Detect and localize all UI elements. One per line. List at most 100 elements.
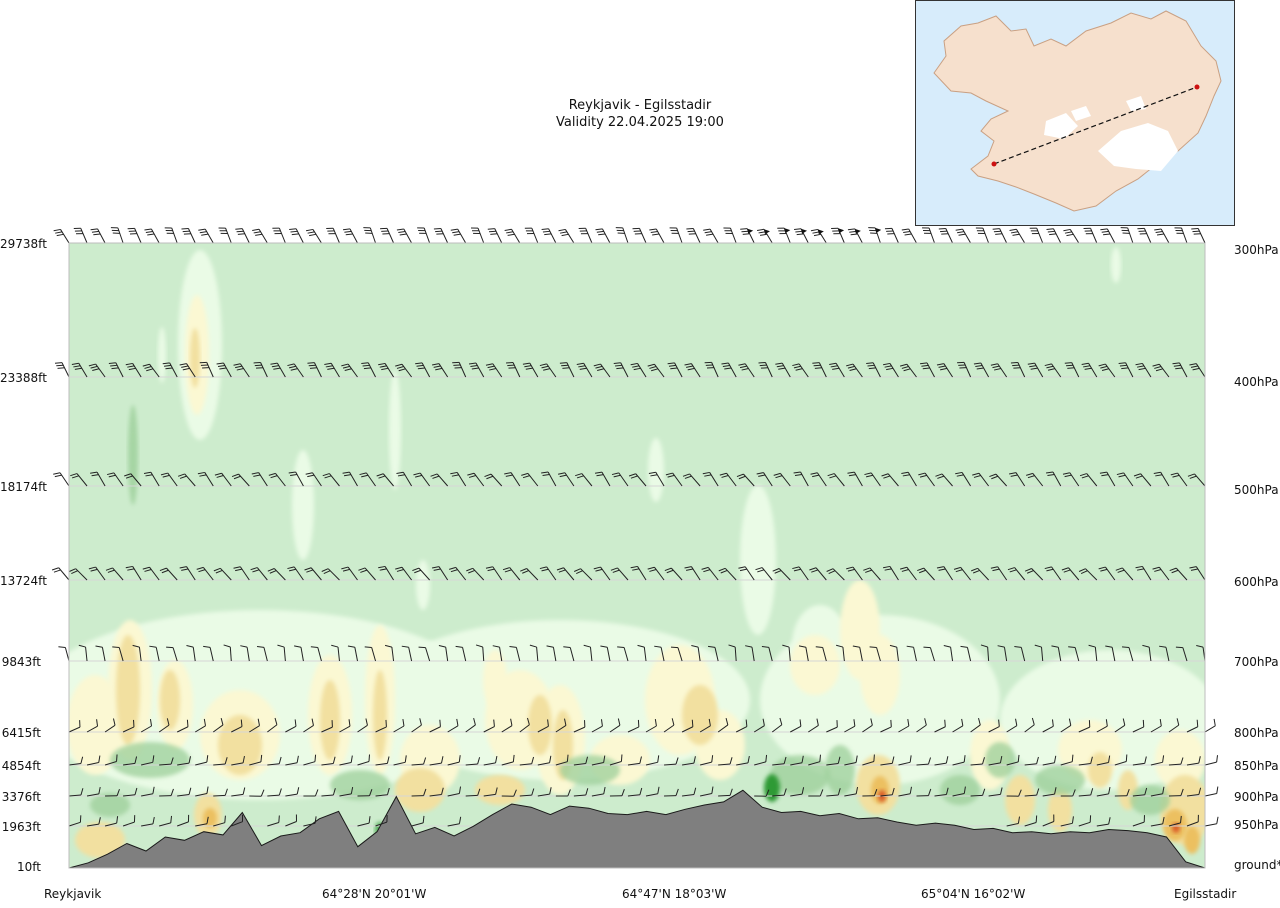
wind-barb — [212, 718, 224, 733]
wind-barb — [218, 227, 232, 244]
wind-barb — [70, 473, 88, 487]
wind-barb — [501, 789, 517, 797]
wind-barb — [287, 363, 304, 378]
wind-barb — [591, 719, 603, 733]
wind-barb — [240, 645, 250, 662]
wind-barb — [1042, 787, 1057, 797]
wind-barb — [485, 363, 503, 378]
wind-barb — [144, 228, 160, 244]
wind-barb — [935, 473, 953, 487]
wind-barb — [989, 473, 1008, 487]
wind-barb — [521, 472, 539, 487]
wind-barb — [181, 228, 196, 244]
wind-barb — [303, 789, 319, 797]
wind-barb — [1061, 567, 1080, 581]
wind-barb — [1169, 567, 1188, 581]
wind-barb — [411, 788, 427, 797]
wind-barb — [654, 645, 665, 662]
wind-barb — [541, 228, 557, 244]
wind-barb — [1154, 228, 1170, 244]
wind-barb — [647, 566, 665, 581]
wind-barb — [1152, 566, 1170, 581]
wind-barb — [1009, 472, 1026, 487]
wind-barb — [934, 719, 946, 733]
wind-barb — [1024, 815, 1038, 827]
wind-barb — [1105, 645, 1116, 662]
wind-barb — [1189, 566, 1206, 581]
wind-barb — [86, 786, 101, 797]
field-contour — [160, 670, 180, 730]
wind-barb — [681, 719, 694, 733]
wind-barb — [615, 227, 629, 244]
wind-barb — [401, 645, 413, 662]
wind-barb — [632, 227, 647, 244]
wind-barb — [1204, 755, 1219, 766]
wind-barb — [339, 786, 354, 797]
wind-barb — [880, 719, 892, 733]
wind-barb — [1078, 756, 1093, 766]
wind-barb — [1132, 787, 1148, 797]
wind-barb — [664, 757, 679, 766]
wind-barb — [862, 718, 873, 733]
wind-barb — [609, 718, 621, 733]
wind-barb — [267, 756, 282, 766]
wind-barb — [546, 645, 557, 662]
wind-barb — [556, 567, 575, 581]
wind-barb — [449, 566, 467, 581]
wind-barb — [1045, 471, 1062, 487]
field-contour — [158, 327, 166, 383]
wind-barb — [809, 567, 827, 581]
wind-barb — [1186, 814, 1199, 827]
wind-barb — [573, 720, 586, 733]
wind-barb — [938, 228, 954, 244]
wind-barb — [455, 645, 467, 662]
wind-barb — [628, 473, 647, 487]
wind-barb — [159, 757, 174, 766]
wind-barb — [465, 718, 476, 733]
wind-barb — [465, 757, 481, 766]
level-ft-label: 4854ft — [1, 759, 41, 773]
field-contour — [1184, 826, 1200, 854]
wind-barb — [53, 228, 70, 244]
wind-barb — [609, 789, 625, 797]
wind-barb — [438, 645, 449, 662]
wind-barb — [519, 756, 535, 766]
wind-barb — [798, 645, 809, 662]
wind-barb — [753, 718, 765, 733]
field-contour — [75, 822, 125, 858]
wind-barb — [699, 755, 714, 766]
wind-barb — [745, 645, 755, 662]
wind-barb — [141, 816, 155, 827]
wind-barb — [573, 568, 593, 581]
wind-barb — [600, 645, 611, 662]
wind-barb — [972, 472, 990, 487]
wind-barb — [827, 473, 845, 487]
wind-barb — [176, 719, 189, 733]
wind-barb — [450, 471, 467, 487]
wind-barb — [1098, 363, 1116, 378]
wind-barb — [253, 362, 268, 378]
wind-barb — [501, 718, 513, 733]
wind-barb — [1042, 755, 1057, 766]
wind-barb — [1024, 788, 1040, 797]
field-contour — [860, 635, 900, 715]
wind-barb — [384, 644, 395, 662]
wind-barb — [1060, 718, 1072, 733]
wind-barb — [68, 815, 82, 827]
wind-barb — [303, 754, 317, 766]
wind-barb — [1078, 568, 1098, 581]
wind-barb — [558, 472, 575, 487]
wind-barb — [1153, 471, 1170, 487]
level-ft-label: 29738ft — [0, 237, 47, 251]
wind-barb — [934, 787, 949, 797]
wind-barb — [429, 787, 444, 797]
wind-barb — [1009, 228, 1026, 244]
wind-barb — [149, 645, 160, 662]
wind-barb — [430, 473, 449, 487]
wind-barb — [836, 644, 845, 662]
wind-barb — [1088, 644, 1098, 662]
wind-barb — [158, 718, 170, 733]
wind-barb — [772, 756, 787, 766]
wind-barb — [829, 362, 845, 378]
wind-barb — [485, 566, 503, 581]
